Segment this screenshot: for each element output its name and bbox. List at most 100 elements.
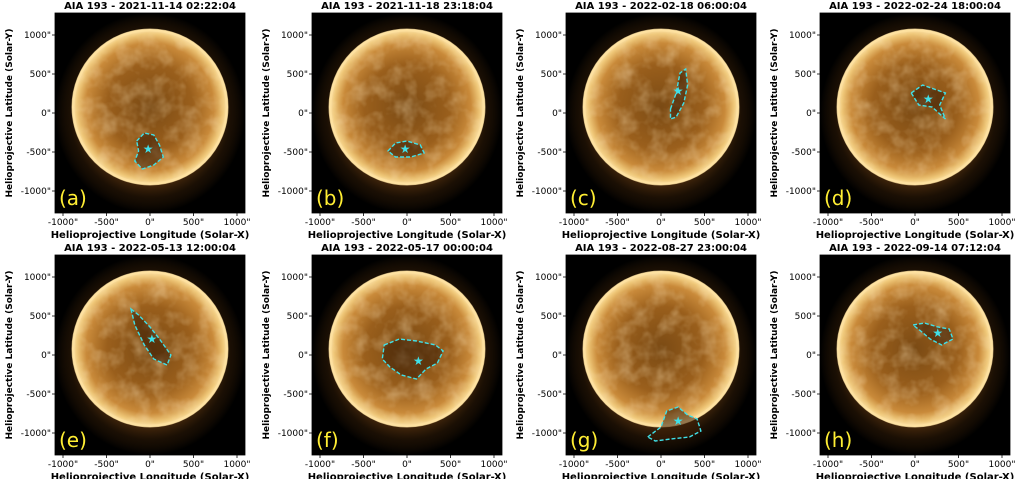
x-axis-label: Helioprojective Longitude (Solar-X) [308, 472, 507, 479]
x-tick-label: -1000" [559, 460, 589, 470]
x-tick-label: 0" [145, 460, 155, 470]
x-tick-label: 500" [694, 460, 715, 470]
sun-panel-b: AIA 193 - 2021-11-18 23:18:04 ★ (b) -1000" -… [262, 1, 508, 241]
x-tick-label: 500" [694, 218, 715, 228]
x-tick-label: -1000" [813, 218, 843, 228]
x-tick-label: 0" [145, 218, 155, 228]
x-tick-label: 1000" [480, 218, 507, 228]
y-tick-label: 1000" [535, 31, 562, 41]
y-tick-label: -500" [791, 390, 816, 400]
y-tick-label: 500" [795, 70, 816, 80]
y-tick-label: -1000" [278, 429, 308, 439]
y-tick-label: 500" [30, 70, 51, 80]
x-tick-label: -500" [859, 218, 884, 228]
y-tick-label: -1000" [532, 187, 562, 197]
panel-title: AIA 193 - 2022-05-13 12:00:04 [64, 243, 236, 254]
x-tick-label: 1000" [480, 460, 507, 470]
sun-panel-c: AIA 193 - 2022-02-18 06:00:04 ★ (c) -1000" -… [516, 1, 762, 241]
y-tick-label: 1000" [789, 273, 816, 283]
y-tick-label: -1000" [532, 429, 562, 439]
y-tick-label: 500" [287, 312, 308, 322]
sun-panel-a: AIA 193 - 2021-11-14 02:22:04 ★ (a) -1000" -… [5, 1, 251, 241]
sun-panel-f: AIA 193 - 2022-05-17 00:00:04 ★ (f) -1000" -… [262, 243, 508, 479]
y-tick-label: -1000" [278, 187, 308, 197]
panel-label: (d) [824, 186, 852, 210]
sun-texture [583, 29, 739, 185]
sun-limb [328, 28, 486, 186]
y-tick-label: 1000" [24, 273, 51, 283]
y-tick-label: 1000" [24, 31, 51, 41]
x-tick-label: 0" [656, 218, 666, 228]
y-axis-label: Helioprojective Latitude (Solar-Y) [770, 270, 780, 439]
x-tick-label: -500" [605, 460, 630, 470]
sun-limb [328, 270, 486, 428]
y-tick-label: -500" [537, 148, 562, 158]
y-tick-label: 0" [806, 351, 816, 361]
centroid-star-icon: ★ [413, 354, 424, 368]
coronal-hole-contour [133, 132, 165, 170]
coronal-hole-contour [911, 322, 954, 346]
sun-texture [329, 29, 485, 185]
y-tick-label: 1000" [789, 31, 816, 41]
panel-title: AIA 193 - 2021-11-14 02:22:04 [64, 1, 236, 12]
coronal-hole-contour [129, 307, 172, 366]
sun-texture [837, 271, 993, 427]
y-axis-label: Helioprojective Latitude (Solar-Y) [262, 270, 272, 439]
x-tick-label: 1000" [734, 460, 761, 470]
y-tick-label: 500" [541, 70, 562, 80]
x-axis-label: Helioprojective Longitude (Solar-X) [308, 230, 507, 241]
y-tick-label: 500" [287, 70, 308, 80]
centroid-star-icon: ★ [923, 92, 934, 106]
x-tick-label: 500" [440, 218, 461, 228]
x-tick-label: -1000" [813, 460, 843, 470]
y-tick-label: 0" [298, 351, 308, 361]
sun-texture [837, 29, 993, 185]
centroid-star-icon: ★ [400, 142, 411, 156]
x-axis-label: Helioprojective Longitude (Solar-X) [562, 472, 761, 479]
y-tick-label: 0" [41, 109, 51, 119]
coronal-hole-contour [669, 67, 689, 120]
x-tick-label: 0" [910, 218, 920, 228]
y-tick-label: -500" [283, 148, 308, 158]
y-tick-label: 0" [298, 109, 308, 119]
y-tick-label: -500" [791, 148, 816, 158]
sun-limb [836, 270, 994, 428]
y-axis-label: Helioprojective Latitude (Solar-Y) [5, 28, 15, 197]
panel-label: (a) [59, 186, 87, 210]
panel-label: (e) [59, 428, 87, 452]
x-axis-label: Helioprojective Longitude (Solar-X) [51, 472, 250, 479]
y-axis-label: Helioprojective Latitude (Solar-Y) [516, 270, 526, 439]
sun-limb [71, 270, 229, 428]
y-axis-label: Helioprojective Latitude (Solar-Y) [262, 28, 272, 197]
x-tick-label: -500" [94, 460, 119, 470]
x-axis-label: Helioprojective Longitude (Solar-X) [816, 230, 1015, 241]
x-tick-label: 0" [656, 460, 666, 470]
centroid-star-icon: ★ [143, 142, 154, 156]
x-tick-label: -1000" [559, 218, 589, 228]
x-tick-label: 500" [948, 460, 969, 470]
x-tick-label: -1000" [305, 460, 335, 470]
x-tick-label: 0" [402, 460, 412, 470]
panel-title: AIA 193 - 2022-02-24 18:00:04 [829, 1, 1001, 12]
x-tick-label: 1000" [223, 218, 250, 228]
x-tick-label: 1000" [734, 218, 761, 228]
y-axis-label: Helioprojective Latitude (Solar-Y) [5, 270, 15, 439]
y-tick-label: 0" [552, 351, 562, 361]
centroid-star-icon: ★ [673, 84, 684, 98]
sun-panel-e: AIA 193 - 2022-05-13 12:00:04 ★ (e) -1000" -… [5, 243, 251, 479]
x-tick-label: -500" [94, 218, 119, 228]
x-tick-label: -500" [859, 460, 884, 470]
y-tick-label: -500" [26, 148, 51, 158]
y-tick-label: 1000" [535, 273, 562, 283]
coronal-hole-contour [381, 338, 444, 380]
y-tick-label: 500" [541, 312, 562, 322]
y-tick-label: 0" [806, 109, 816, 119]
coronal-hole-contour [646, 406, 702, 442]
x-tick-label: -500" [605, 218, 630, 228]
y-tick-label: -1000" [786, 187, 816, 197]
sun-limb [582, 28, 740, 186]
y-tick-label: 0" [41, 351, 51, 361]
panel-title: AIA 193 - 2022-05-17 00:00:04 [321, 243, 493, 254]
sun-texture [583, 271, 739, 427]
